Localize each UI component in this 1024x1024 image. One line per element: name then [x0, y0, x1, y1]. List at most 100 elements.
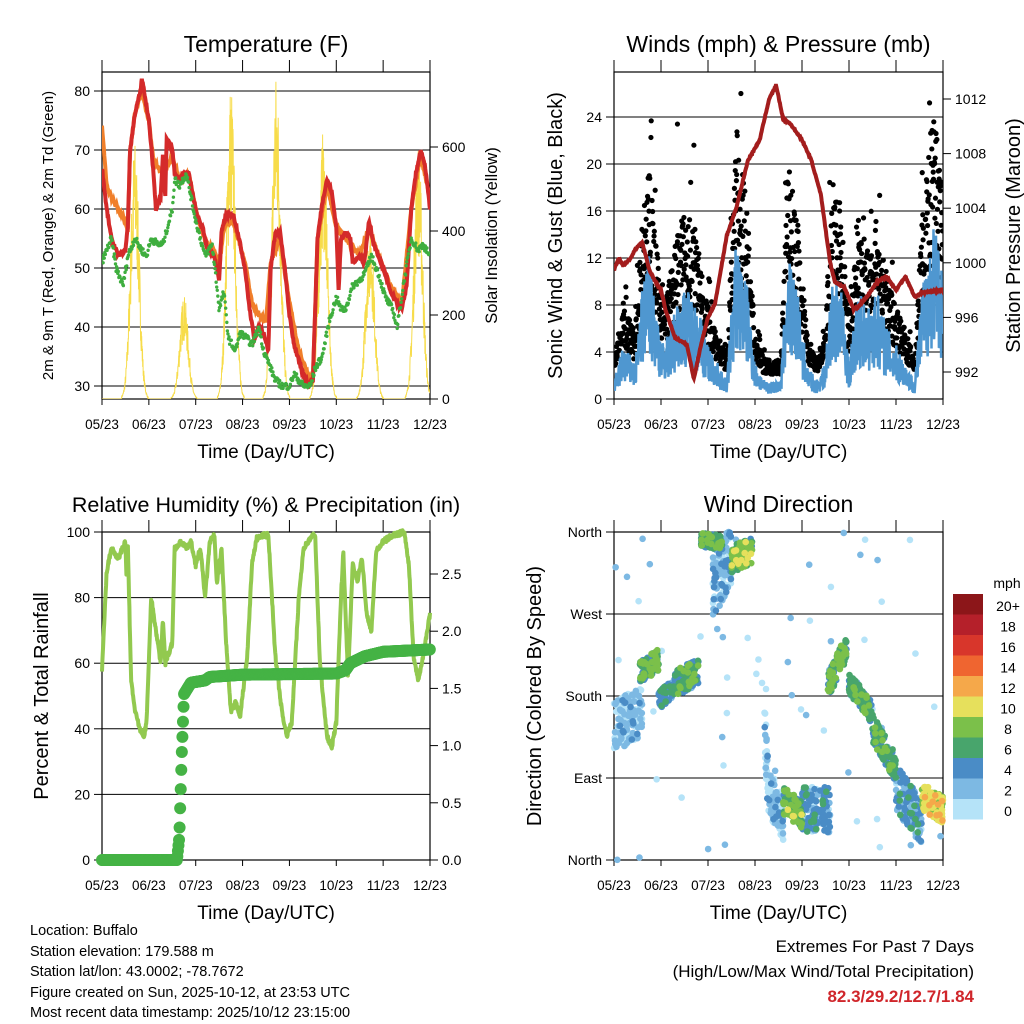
precip-point	[423, 643, 436, 656]
gust-point	[919, 170, 925, 176]
colorbar-label: 8	[1004, 721, 1012, 737]
wind-direction-point	[637, 659, 644, 666]
wind-direction-point	[697, 633, 704, 640]
gust-point	[908, 344, 914, 350]
wind-direction-point	[826, 667, 834, 675]
gust-point	[734, 237, 741, 243]
y-tick-label: 60	[74, 201, 90, 217]
dewpoint-point	[367, 261, 371, 266]
gust-point	[930, 204, 936, 210]
wind-direction-point	[863, 692, 870, 700]
gust-point	[844, 301, 850, 307]
wind-direction-point	[628, 736, 636, 743]
dewpoint-point	[383, 291, 387, 295]
gust-point	[782, 180, 789, 186]
gust-point	[717, 338, 723, 344]
gust-point	[872, 227, 879, 233]
gust-point	[838, 249, 844, 256]
dewpoint-point	[401, 288, 405, 293]
gust-point	[825, 273, 831, 280]
gust-point	[616, 347, 622, 353]
dewpoint-point	[309, 382, 313, 386]
wind-direction-point	[917, 837, 925, 845]
gust-point	[830, 182, 836, 188]
wind-direction-point	[758, 679, 766, 687]
dewpoint-point	[166, 225, 170, 230]
gust-point	[845, 306, 851, 313]
dewpoint-point	[131, 243, 136, 248]
gust-point	[892, 318, 898, 324]
gust-point	[795, 239, 802, 246]
wind-direction-point	[674, 690, 682, 698]
dewpoint-point	[218, 303, 223, 308]
wind-direction-point	[827, 583, 835, 591]
wind-direction-point	[911, 802, 918, 810]
gust-point	[853, 224, 860, 230]
wind-direction-point	[744, 634, 751, 642]
dewpoint-point	[122, 276, 127, 280]
colorbar-bin	[953, 594, 983, 615]
dewpoint-point	[162, 239, 167, 244]
gust-point	[938, 222, 943, 228]
wind-direction-point	[712, 569, 719, 577]
panel-3	[606, 520, 947, 866]
wind-direction-point	[896, 811, 904, 819]
gust-point	[659, 309, 665, 315]
gust-point	[673, 255, 679, 262]
wind-direction-point	[781, 799, 789, 807]
dewpoint-point	[148, 242, 152, 247]
gust-point	[832, 204, 838, 210]
gust-point	[880, 257, 886, 263]
wind-direction-point	[646, 560, 654, 568]
dewpoint-point	[380, 281, 384, 286]
dewpoint-point	[348, 293, 352, 298]
gust-point	[802, 308, 808, 315]
wind-direction-point	[861, 536, 869, 544]
gust-point	[879, 267, 885, 273]
wind-direction-point	[856, 685, 864, 692]
gust-point	[678, 263, 684, 269]
plot-frame	[613, 531, 944, 861]
gust-point	[932, 195, 939, 201]
dewpoint-point	[290, 378, 295, 382]
wind-direction-point	[704, 845, 712, 853]
gust-point	[747, 279, 754, 285]
x-tick-label: 10/23	[319, 878, 353, 893]
colorbar-label: 2	[1004, 783, 1012, 799]
x-tick-label: 08/23	[738, 878, 772, 893]
y-tick-label: 30	[74, 378, 90, 394]
dewpoint-point	[258, 330, 263, 334]
dewpoint-point	[108, 241, 112, 245]
dewpoint-point	[125, 264, 129, 268]
gust-point	[883, 268, 889, 275]
wind-direction-point	[632, 690, 640, 698]
dewpoint-point	[313, 368, 318, 373]
wind-direction-point	[616, 722, 624, 730]
wind-direction-point	[741, 549, 748, 557]
dewpoint-point	[103, 252, 108, 257]
panel-2	[94, 520, 438, 866]
dewpoint-point	[116, 269, 121, 274]
gust-point	[907, 329, 913, 335]
plot-area	[102, 78, 430, 399]
wind-direction-point	[798, 811, 805, 818]
wind-direction-point	[617, 707, 625, 714]
colorbar-bin	[953, 717, 983, 738]
wind-direction-point	[723, 674, 731, 681]
y-right-tick-label: 1.5	[442, 680, 462, 696]
y-right-tick-label: 1012	[955, 91, 986, 107]
wind-direction-point	[871, 724, 879, 731]
pressure-line	[614, 83, 943, 385]
gust-point	[694, 244, 700, 251]
gust-point	[937, 183, 943, 189]
wind-direction-point	[762, 764, 770, 772]
wind-direction-point	[937, 832, 944, 840]
x-tick-label: 05/23	[85, 417, 119, 432]
dewpoint-point	[271, 370, 275, 374]
gust-point	[734, 129, 740, 135]
precip-point	[173, 821, 186, 834]
gust-point	[624, 336, 630, 342]
dewpoint-point	[340, 304, 344, 309]
gust-point	[668, 291, 674, 297]
gust-point	[734, 171, 740, 178]
